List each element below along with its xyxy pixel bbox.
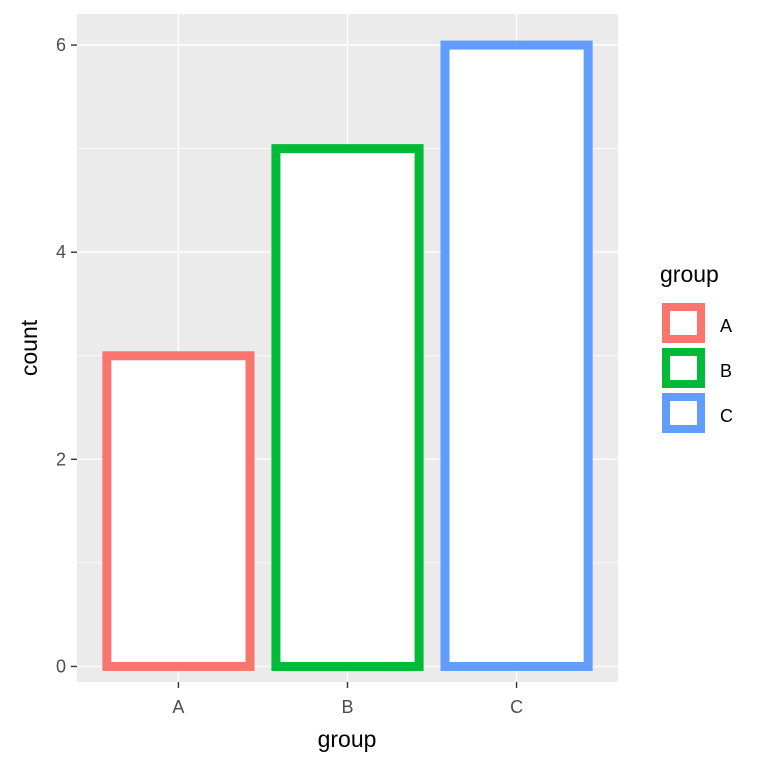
y-tick-label: 4 bbox=[56, 242, 66, 262]
bar-A bbox=[102, 351, 255, 671]
y-axis-title: count bbox=[16, 319, 42, 376]
y-tick-label: 0 bbox=[56, 656, 66, 676]
legend-key-A bbox=[662, 303, 705, 343]
bar-B bbox=[271, 144, 424, 671]
legend-label: B bbox=[720, 361, 732, 381]
legend-key-B bbox=[662, 348, 705, 388]
legend: group A B C bbox=[660, 261, 733, 433]
legend-label: C bbox=[720, 406, 733, 426]
x-tick-label: B bbox=[341, 697, 353, 717]
x-axis: A B C bbox=[172, 682, 523, 717]
bars bbox=[102, 40, 593, 671]
bar-C bbox=[440, 40, 593, 671]
y-tick-label: 6 bbox=[56, 35, 66, 55]
y-axis: 0 2 4 6 bbox=[56, 35, 77, 676]
x-tick-label: C bbox=[510, 697, 523, 717]
legend-key-C bbox=[662, 393, 705, 433]
legend-title: group bbox=[660, 261, 719, 287]
x-tick-label: A bbox=[172, 697, 184, 717]
x-axis-title: group bbox=[318, 726, 377, 752]
y-tick-label: 2 bbox=[56, 449, 66, 469]
legend-label: A bbox=[720, 316, 732, 336]
